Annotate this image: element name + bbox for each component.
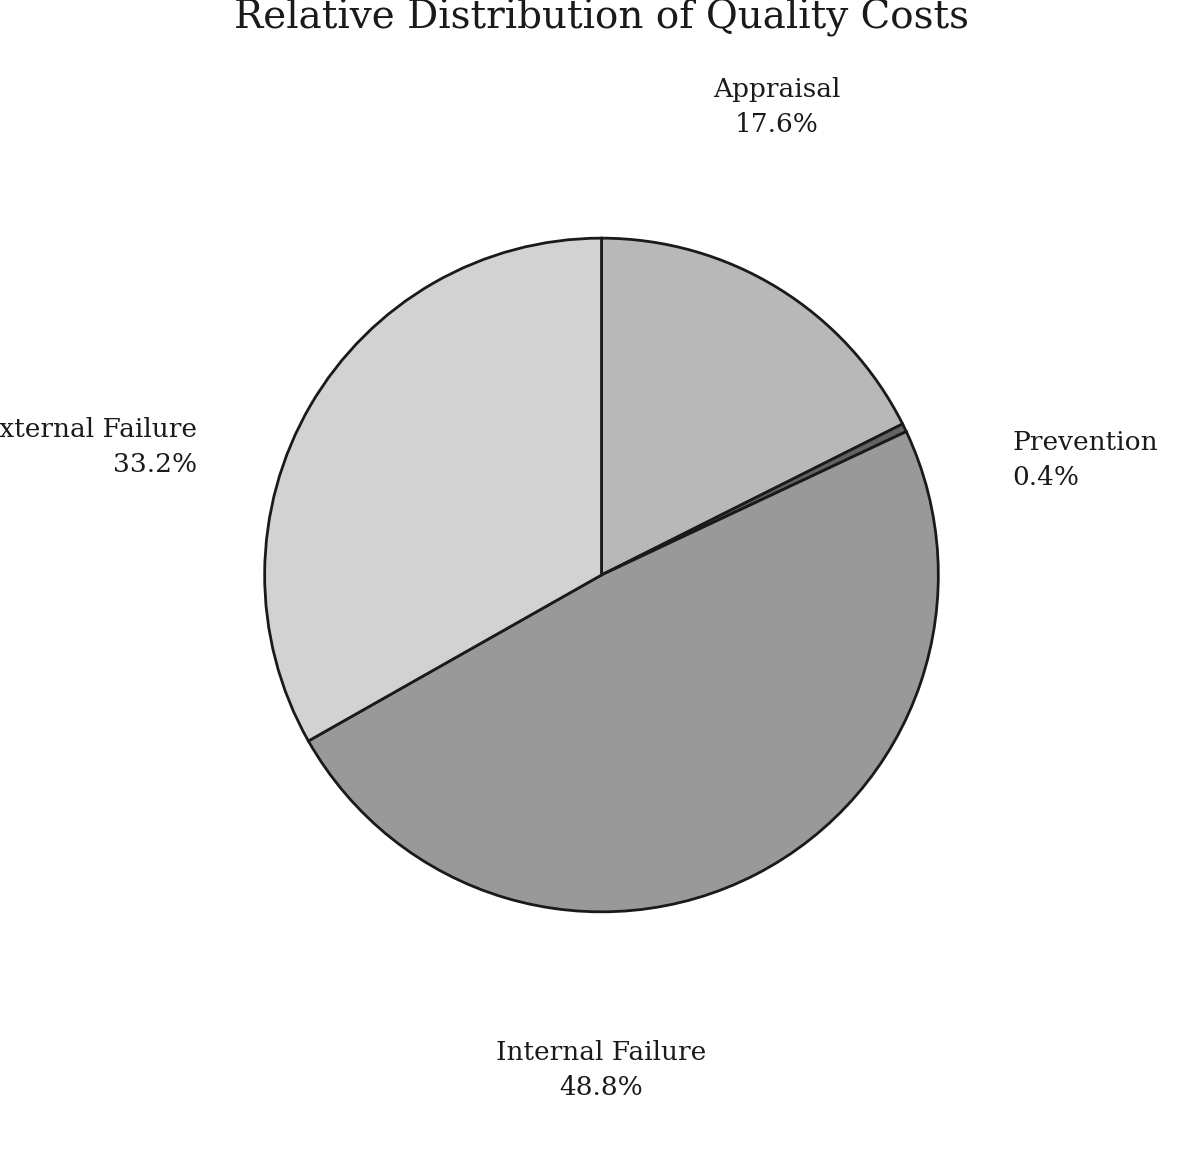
Wedge shape <box>602 238 902 575</box>
Wedge shape <box>265 238 602 741</box>
Text: External Failure
33.2%: External Failure 33.2% <box>0 417 197 477</box>
Title: Relative Distribution of Quality Costs: Relative Distribution of Quality Costs <box>235 0 968 37</box>
Text: Appraisal
17.6%: Appraisal 17.6% <box>713 77 841 137</box>
Text: Internal Failure
48.8%: Internal Failure 48.8% <box>497 1040 706 1099</box>
Text: Prevention
0.4%: Prevention 0.4% <box>1013 430 1158 490</box>
Wedge shape <box>602 424 906 575</box>
Wedge shape <box>308 431 938 912</box>
